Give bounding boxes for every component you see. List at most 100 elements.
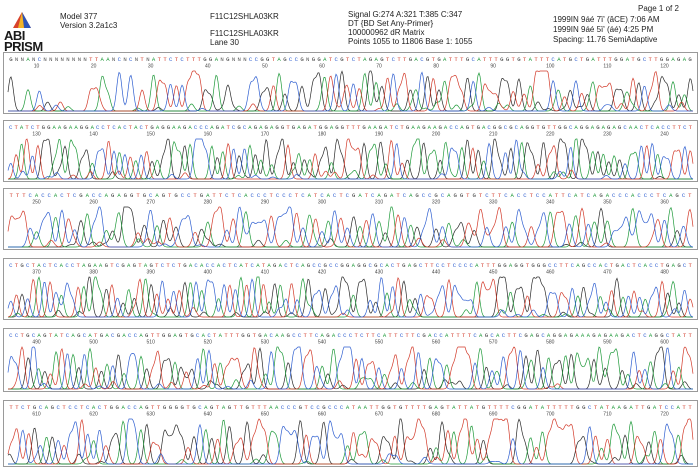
dye-set-text: DT {BD Set Any-Primer} [348,19,434,28]
base-call: C [360,332,364,339]
base-call: C [643,56,647,63]
base-call: A [122,404,126,411]
base-call: A [256,262,260,269]
base-call: C [211,262,215,269]
base-call: C [194,124,198,131]
base-call: T [314,124,318,131]
base-call: C [655,262,659,269]
base-call: T [488,404,492,411]
base-call: T [479,192,483,199]
base-call: A [599,262,603,269]
base-call: T [546,56,550,63]
base-call: A [626,332,630,339]
base-call: C [568,192,572,199]
base-call: T [390,124,394,131]
base-call: G [299,404,303,411]
base-call: G [437,56,441,63]
base-call: T [689,124,693,131]
base-call: G [660,332,664,339]
base-call: G [531,262,535,269]
base-position-label: 420 [318,270,327,276]
base-call: C [65,262,69,269]
base-position-label: 640 [204,412,213,418]
base-call: G [517,56,521,63]
base-call: A [669,192,673,199]
base-call: A [221,124,225,131]
base-position-label: 400 [204,270,213,276]
base-call: C [604,262,608,269]
base-call: G [543,262,547,269]
base-call: G [169,404,173,411]
base-position-label: 300 [318,200,327,206]
base-call: T [638,332,642,339]
base-call: T [561,192,565,199]
base-call: A [496,332,500,339]
base-call: A [91,124,95,131]
base-call: C [343,332,347,339]
base-call: T [483,56,487,63]
base-call: A [264,332,268,339]
base-call: A [267,262,271,269]
base-call: N [123,56,126,63]
base-call: C [458,262,462,269]
base-call: T [270,192,274,199]
base-call: A [37,332,41,339]
base-call: C [289,192,293,199]
base-call: C [118,56,122,63]
base-call: C [487,124,491,131]
base-call: T [565,262,569,269]
trace-line-C [7,277,694,318]
base-call: G [506,56,510,63]
base-call: C [207,332,211,339]
base-call: G [542,124,546,131]
base-call: T [309,332,313,339]
base-call: T [489,56,493,63]
base-call: A [482,124,486,131]
base-position-label: 690 [489,412,498,418]
base-position-label: 550 [375,340,384,346]
base-call: C [541,332,545,339]
base-call: N [15,56,18,63]
base-position-label: 350 [603,200,612,206]
base-call: T [411,332,415,339]
base-call: A [602,124,606,131]
base-position-label: 520 [204,340,213,346]
base-call: T [234,404,238,411]
base-call: G [209,56,213,63]
base-position-label: 230 [603,132,612,138]
base-position-label: 440 [432,270,441,276]
base-call: G [352,192,356,199]
base-call: G [415,192,419,199]
logo-text-abi: ABI [4,28,25,43]
base-call: A [428,332,432,339]
base-call: A [297,124,301,131]
base-call: C [238,192,242,199]
base-call: G [167,124,171,131]
base-call: A [74,124,78,131]
trace-line-C [7,346,693,390]
base-call: G [637,56,641,63]
base-call: A [520,124,524,131]
base-call: T [449,56,453,63]
base-call: A [178,124,182,131]
base-position-label: 530 [261,340,270,346]
base-call: C [392,56,396,63]
trace-line-C [7,138,694,180]
base-call: C [232,124,236,131]
base-call: C [169,56,173,63]
base-position-label: 240 [660,132,669,138]
base-call: G [79,192,83,199]
base-call: A [368,124,372,131]
base-call: T [251,404,255,411]
base-position-label: 680 [432,412,441,418]
base-call: G [203,56,207,63]
base-call: C [593,262,597,269]
base-call: G [326,332,330,339]
base-call: C [667,124,671,131]
base-call: C [43,262,47,269]
base-call: A [35,192,39,199]
base-call: C [276,192,280,199]
base-call: A [375,56,379,63]
base-call: C [612,192,616,199]
prism-triangle-icon [13,12,31,28]
